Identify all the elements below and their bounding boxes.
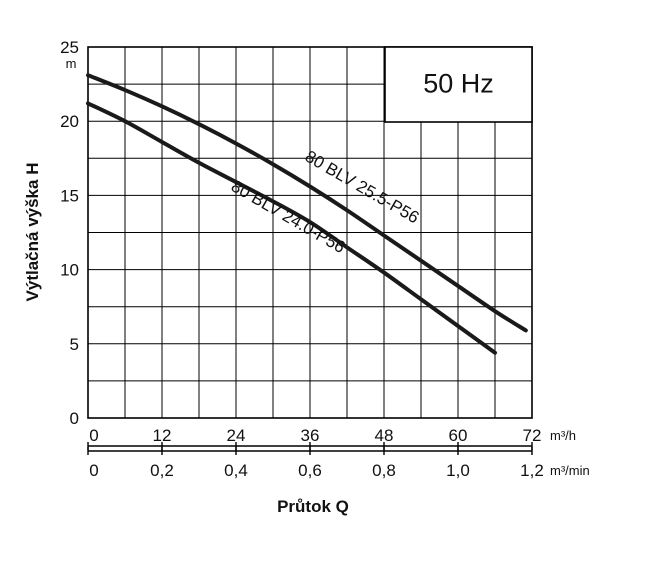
series-line-1	[86, 101, 497, 355]
frequency-badge-box	[384, 46, 533, 123]
x-tick-label: 0,2	[150, 461, 174, 480]
series-label-1: 80 BLV 24.0-P56	[228, 176, 349, 257]
x-axis-primary: 0 12 24 36 48 60 72	[87, 426, 542, 450]
y-unit-label: m	[66, 56, 77, 71]
series-label-0: 80 BLV 25.5-P56	[302, 147, 423, 228]
y-tick-label: 20	[60, 112, 79, 131]
x-axis-title: Průtok Q	[277, 497, 349, 516]
frequency-badge: 50 Hz	[384, 46, 533, 123]
x-tick-label: 1,0	[446, 461, 470, 480]
series-line-0	[86, 73, 528, 333]
x-tick-label: 72	[523, 426, 542, 445]
y-tick-label: 10	[60, 261, 79, 280]
x-tick-label: 1,2	[520, 461, 544, 480]
x-tick-label: 48	[375, 426, 394, 445]
x-tick-label: 0	[89, 426, 98, 445]
x-unit-primary: m³/h	[550, 428, 576, 443]
y-axis-title: Výtlačná výška H	[23, 163, 42, 302]
x-tick-label: 0	[89, 461, 98, 480]
y-tick-label: 5	[70, 335, 79, 354]
x-unit-secondary: m³/min	[550, 463, 590, 478]
y-tick-label: 25	[60, 38, 79, 57]
curves	[86, 73, 528, 355]
x-tick-label: 24	[227, 426, 246, 445]
x-tick-label: 0,4	[224, 461, 248, 480]
x-tick-label: 12	[153, 426, 172, 445]
y-tick-label: 0	[70, 409, 79, 428]
x-tick-label: 0,8	[372, 461, 396, 480]
y-tick-label: 15	[60, 186, 79, 205]
x-tick-label: 36	[301, 426, 320, 445]
x-tick-label: 0,6	[298, 461, 322, 480]
x-tick-label: 60	[449, 426, 468, 445]
plot-frame	[87, 46, 533, 419]
y-tick-labels: 0 5 10 15 20 25	[60, 38, 79, 428]
x-axis-secondary: 0 0,2 0,4 0,6 0,8 1,0 1,2	[87, 447, 544, 480]
frequency-badge-label: 50 Hz	[423, 69, 494, 99]
